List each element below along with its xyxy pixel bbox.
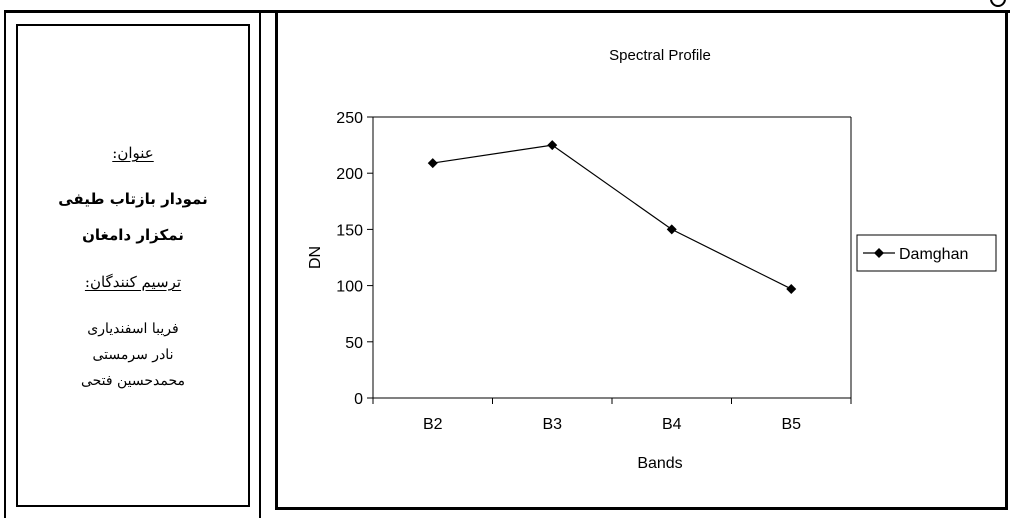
x-tick-label: B2 bbox=[423, 416, 443, 433]
title-line-1: نمودار بازتاب طیفی bbox=[58, 190, 208, 208]
x-tick-label: B3 bbox=[542, 416, 562, 433]
chart-title: Spectral Profile bbox=[609, 47, 711, 64]
legend-marker bbox=[874, 248, 884, 258]
y-tick-label: 200 bbox=[336, 166, 363, 183]
y-tick-label: 150 bbox=[336, 222, 363, 239]
author-1: فریبا اسفندیاری bbox=[87, 321, 179, 337]
x-axis-title: Bands bbox=[637, 455, 682, 472]
data-point-b2 bbox=[427, 158, 438, 169]
page-frame-divider bbox=[259, 10, 261, 518]
corner-circle-mark bbox=[990, 0, 1006, 7]
series-line-damghan bbox=[432, 144, 792, 290]
info-panel: عنوان: نمودار بازتاب طیفی نمکزار دامغان … bbox=[16, 24, 250, 507]
legend-label: Damghan bbox=[899, 246, 968, 263]
y-tick-label: 50 bbox=[345, 335, 363, 352]
authors-label: ترسیم کنندگان: bbox=[84, 273, 182, 291]
data-point-b5 bbox=[786, 283, 797, 294]
author-3: محمدحسین فتحی bbox=[80, 373, 186, 389]
x-tick-label: B5 bbox=[781, 416, 801, 433]
y-tick-label: 0 bbox=[354, 391, 363, 408]
chart-panel: Spectral Profile 0 50 100 150 200 250 B2 B3 B4 B5 B… bbox=[275, 10, 1008, 510]
page-frame-left bbox=[4, 10, 6, 518]
y-tick-label: 250 bbox=[336, 110, 363, 127]
author-2: نادر سرمستی bbox=[92, 347, 174, 363]
title-line-2: نمکزار دامغان bbox=[82, 226, 184, 244]
data-point-b3 bbox=[547, 140, 558, 151]
x-tick-label: B4 bbox=[662, 416, 682, 433]
data-point-b4 bbox=[666, 224, 677, 235]
spectral-profile-chart: Spectral Profile 0 50 100 150 200 250 B2 B3 B4 B5 B… bbox=[307, 47, 997, 472]
y-tick-label: 100 bbox=[336, 279, 363, 296]
title-label: عنوان: bbox=[112, 144, 154, 162]
y-axis-title: DN bbox=[307, 246, 324, 269]
